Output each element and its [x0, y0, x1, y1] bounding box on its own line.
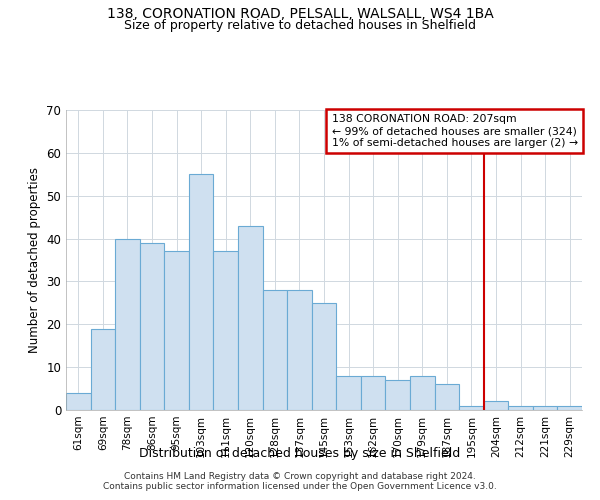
Bar [287, 290, 312, 410]
Bar [533, 406, 557, 410]
Bar [189, 174, 214, 410]
Bar [410, 376, 434, 410]
Bar [557, 406, 582, 410]
Text: 138, CORONATION ROAD, PELSALL, WALSALL, WS4 1BA: 138, CORONATION ROAD, PELSALL, WALSALL, … [107, 8, 493, 22]
Bar [312, 303, 336, 410]
Bar [238, 226, 263, 410]
Bar [140, 243, 164, 410]
Y-axis label: Number of detached properties: Number of detached properties [28, 167, 41, 353]
Text: Contains public sector information licensed under the Open Government Licence v3: Contains public sector information licen… [103, 482, 497, 491]
Bar [164, 252, 189, 410]
Text: Contains HM Land Registry data © Crown copyright and database right 2024.: Contains HM Land Registry data © Crown c… [124, 472, 476, 481]
Bar [484, 402, 508, 410]
Bar [263, 290, 287, 410]
Text: 138 CORONATION ROAD: 207sqm
← 99% of detached houses are smaller (324)
1% of sem: 138 CORONATION ROAD: 207sqm ← 99% of det… [332, 114, 578, 148]
Bar [66, 393, 91, 410]
Bar [434, 384, 459, 410]
Bar [361, 376, 385, 410]
Bar [214, 252, 238, 410]
Bar [336, 376, 361, 410]
Bar [459, 406, 484, 410]
Text: Distribution of detached houses by size in Shelfield: Distribution of detached houses by size … [139, 448, 461, 460]
Bar [508, 406, 533, 410]
Bar [385, 380, 410, 410]
Text: Size of property relative to detached houses in Shelfield: Size of property relative to detached ho… [124, 18, 476, 32]
Bar [115, 238, 140, 410]
Bar [91, 328, 115, 410]
